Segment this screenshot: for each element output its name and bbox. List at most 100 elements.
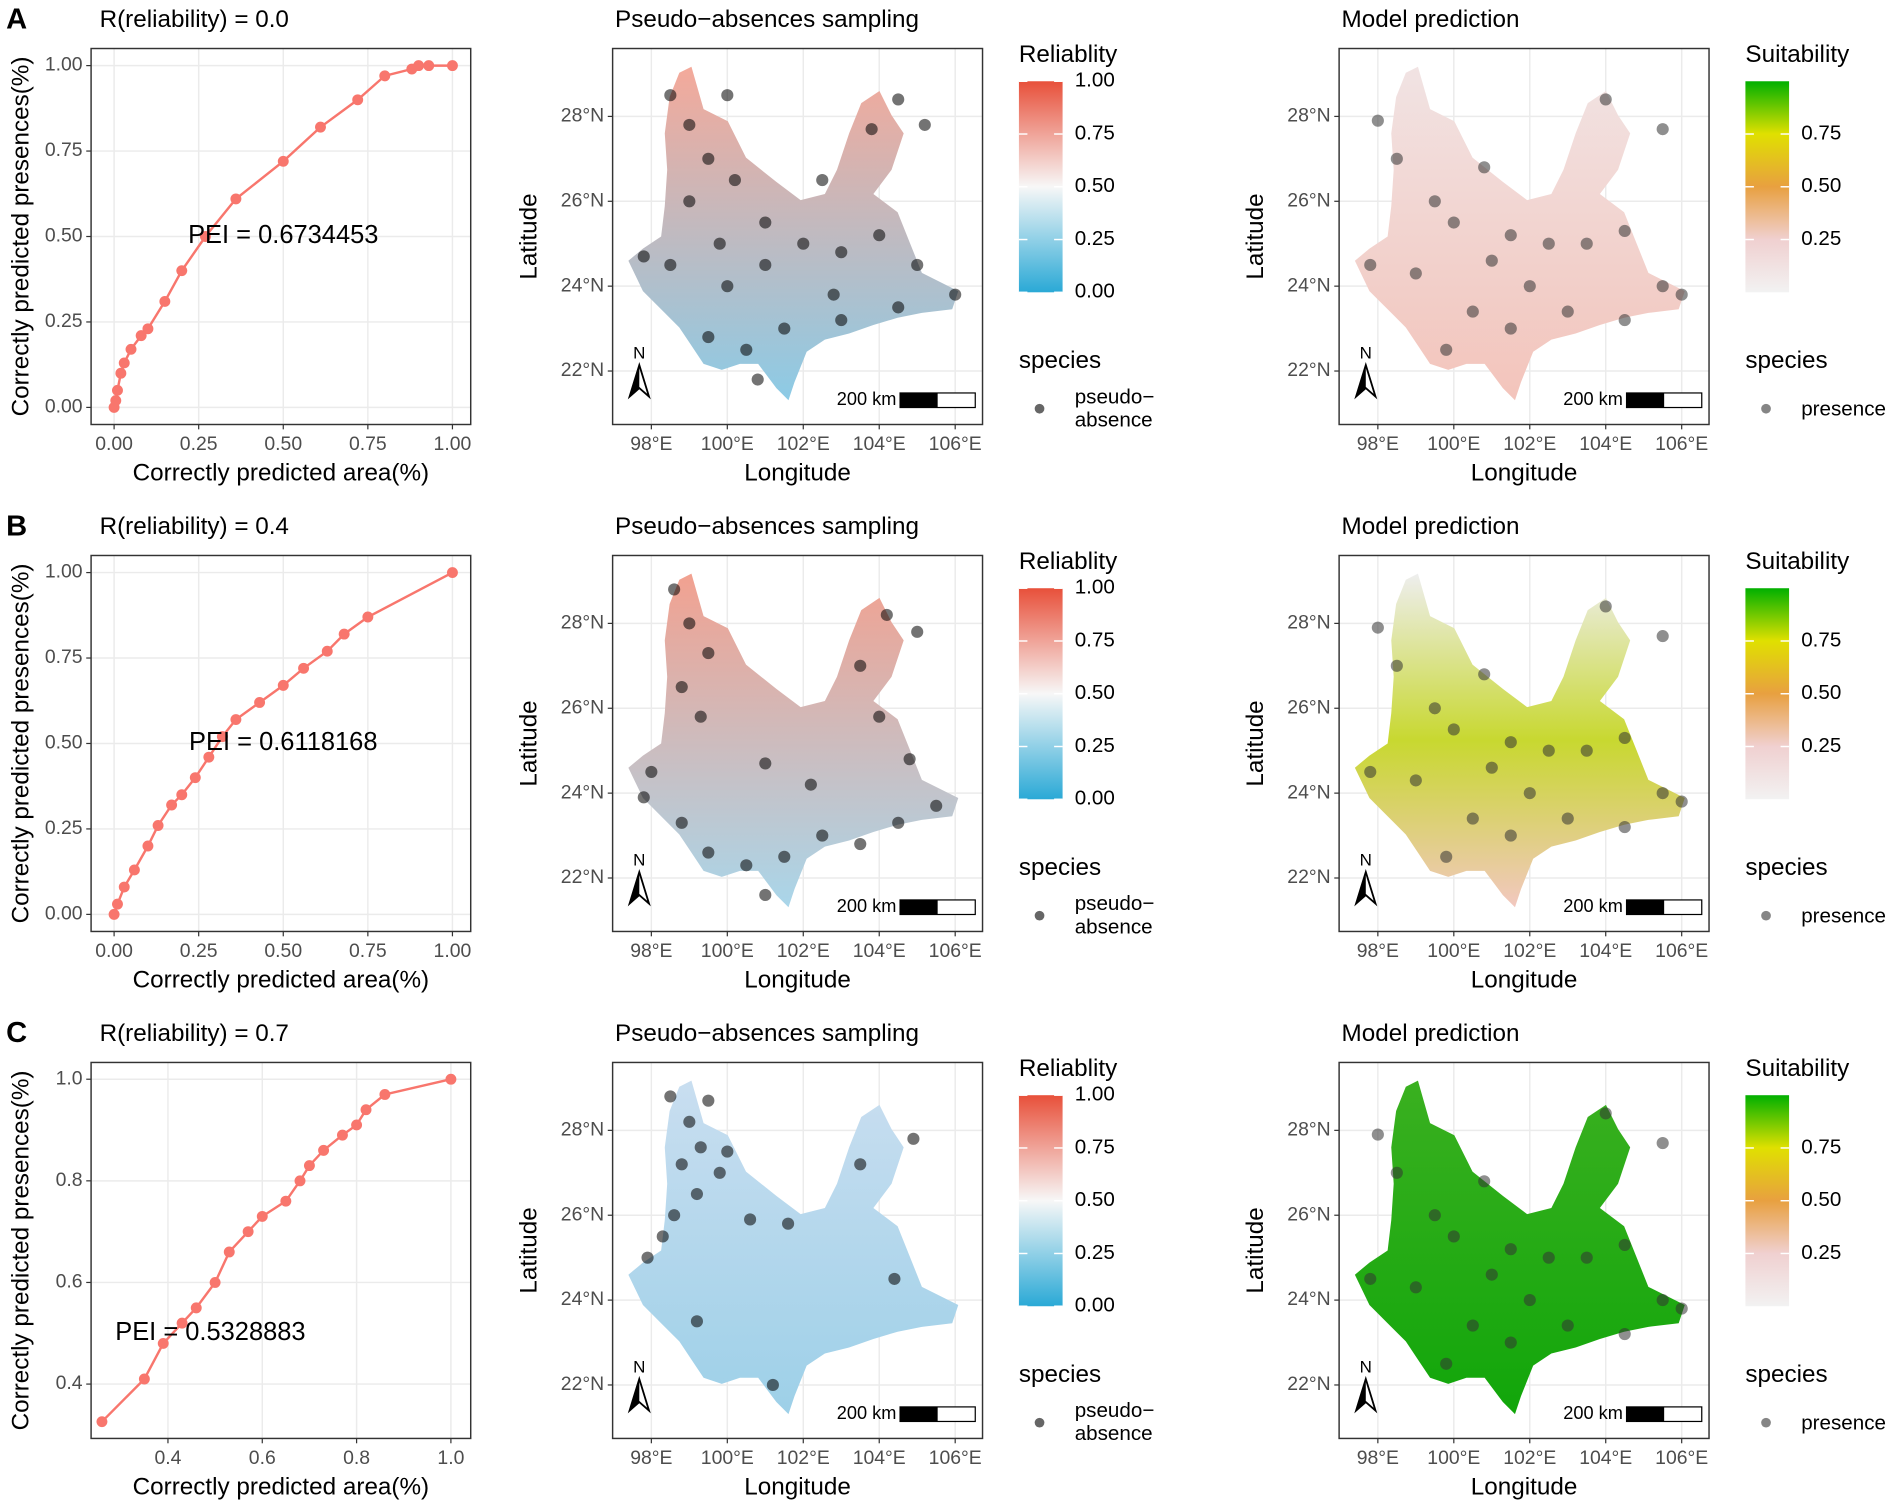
y-tick-label: 26°N: [1287, 696, 1330, 718]
point: [1478, 1175, 1491, 1188]
point: [96, 1416, 108, 1428]
point: [1656, 787, 1669, 800]
point: [108, 908, 120, 920]
legend-label: pseudo−: [1075, 385, 1155, 408]
point: [880, 608, 893, 621]
point: [112, 384, 123, 396]
x-tick-label: 106°E: [1655, 433, 1708, 455]
legend-title: species: [1019, 347, 1101, 374]
scalebar-half: [1626, 1406, 1665, 1422]
point: [445, 1073, 457, 1085]
x-tick-label: 0.25: [180, 940, 218, 962]
point: [865, 123, 878, 136]
point: [1478, 161, 1491, 174]
x-axis-label: Correctly predicted area(%): [133, 460, 430, 487]
point: [209, 1277, 221, 1288]
x-tick-label: 100°E: [701, 433, 754, 455]
point: [1504, 322, 1517, 335]
legend-title: species: [1745, 854, 1827, 881]
point: [1523, 787, 1536, 800]
colorbar-tick-label: 0.50: [1801, 174, 1841, 197]
legend-label: presence: [1801, 1411, 1886, 1434]
point: [1675, 1302, 1688, 1315]
point: [1580, 1251, 1593, 1264]
point: [256, 1210, 268, 1222]
point: [189, 772, 201, 784]
point: [1428, 195, 1441, 208]
y-tick-label: 22°N: [561, 1373, 604, 1395]
colorbar-tick-label: 0.75: [1075, 1135, 1115, 1158]
point: [166, 799, 178, 811]
point: [1371, 114, 1384, 127]
y-tick-label: 0.00: [45, 396, 83, 418]
colorbar-title: Reliablity: [1019, 548, 1118, 575]
colorbar-tick-label: 0.75: [1075, 628, 1115, 651]
x-tick-label: 98°E: [1357, 940, 1399, 962]
colorbar-tick-label: 0.00: [1075, 280, 1115, 303]
point: [645, 765, 658, 778]
point: [907, 1132, 920, 1145]
x-tick-label: 0.00: [95, 940, 133, 962]
point: [1599, 600, 1612, 613]
annotation: PEI = 0.6734453: [188, 221, 378, 249]
x-tick-label: 0.75: [349, 433, 387, 455]
point: [1466, 812, 1479, 825]
y-tick-label: 26°N: [1287, 189, 1330, 211]
colorbar-title: Suitability: [1745, 41, 1850, 68]
y-tick-label: 24°N: [1287, 781, 1330, 803]
point: [1580, 237, 1593, 250]
y-tick-label: 0.25: [45, 817, 83, 839]
x-tick-label: 104°E: [1579, 940, 1632, 962]
point: [1447, 1230, 1460, 1243]
legend-label: presence: [1801, 904, 1886, 927]
x-tick-label: 106°E: [929, 1447, 982, 1469]
north-label: N: [633, 851, 645, 870]
x-tick-label: 100°E: [701, 1447, 754, 1469]
colorbar-tick-label: 0.25: [1075, 1241, 1115, 1264]
point: [379, 1089, 391, 1100]
x-tick-label: 102°E: [1503, 1447, 1556, 1469]
y-axis-label: Correctly predicted presences(%): [7, 564, 34, 924]
point: [759, 757, 772, 770]
x-axis-label: Correctly predicted area(%): [133, 967, 430, 994]
point: [778, 850, 791, 863]
x-tick-label: 0.25: [180, 433, 218, 455]
point: [668, 583, 681, 596]
point: [379, 70, 391, 82]
point: [903, 753, 916, 766]
point: [176, 789, 188, 801]
x-tick-label: 102°E: [777, 940, 830, 962]
point: [190, 1302, 202, 1314]
point: [728, 174, 741, 187]
y-tick-label: 0.50: [45, 225, 83, 247]
point: [664, 1090, 677, 1103]
point: [930, 799, 943, 812]
point: [362, 611, 374, 623]
north-label: N: [1360, 1358, 1372, 1377]
x-tick-label: 102°E: [1503, 940, 1556, 962]
point: [637, 791, 650, 804]
scalebar-half: [1626, 392, 1665, 408]
colorbar-tick-label: 1.00: [1075, 69, 1115, 92]
point: [336, 1129, 348, 1141]
x-axis-label: Longitude: [744, 967, 851, 994]
point: [1485, 1268, 1498, 1281]
colorbar-title: Reliablity: [1019, 1055, 1118, 1082]
point: [911, 258, 924, 272]
point: [854, 659, 867, 672]
point: [277, 155, 289, 167]
y-tick-label: 26°N: [561, 696, 604, 718]
y-tick-label: 28°N: [561, 612, 604, 634]
scalebar-half: [900, 1406, 938, 1422]
colorbar-tick-label: 0.25: [1075, 227, 1115, 250]
colorbar-tick-label: 0.25: [1075, 734, 1115, 757]
point: [1618, 314, 1631, 327]
x-tick-label: 98°E: [630, 1447, 672, 1469]
legend-title: species: [1745, 1361, 1827, 1388]
point: [321, 645, 333, 657]
point: [446, 60, 458, 72]
point: [1656, 280, 1669, 293]
point: [157, 1337, 169, 1349]
point: [1390, 1166, 1403, 1179]
point: [1618, 1238, 1631, 1251]
